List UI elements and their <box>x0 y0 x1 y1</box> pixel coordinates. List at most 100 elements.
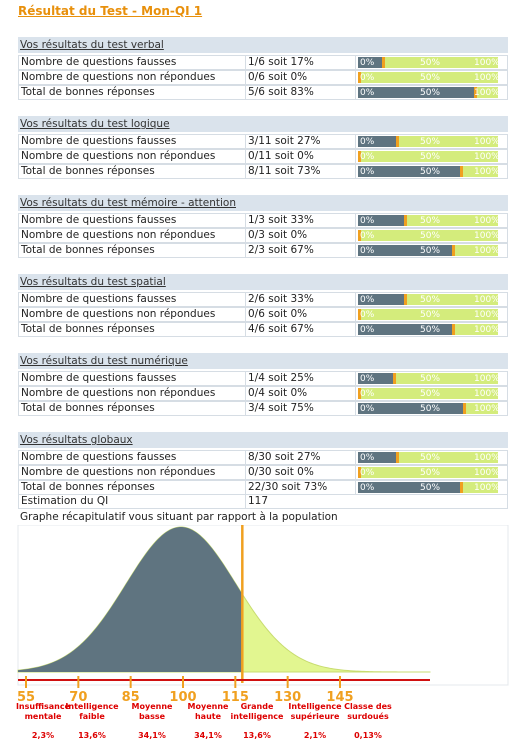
class-share: 13,6% <box>243 731 271 740</box>
row-label: Nombre de questions fausses <box>18 292 246 307</box>
bar-label: 0% <box>360 73 375 83</box>
x-tick-label: 115 <box>222 690 249 705</box>
row-label: Nombre de questions non répondues <box>18 149 246 164</box>
bar-fill <box>358 294 405 305</box>
section-heading: Vos résultats du test spatial <box>18 274 508 290</box>
row-bar-cell <box>355 450 508 465</box>
bar-marker <box>460 166 464 177</box>
bar-marker <box>451 324 455 335</box>
row-result: 0/6 soit 0% <box>245 70 356 85</box>
class-share: 2,3% <box>31 731 55 740</box>
bar-label: 0% <box>360 152 375 162</box>
class-share: 13,6% <box>78 731 106 740</box>
estimation-value: 117 <box>245 494 508 509</box>
bar-marker <box>451 245 455 256</box>
section-heading: Vos résultats du test verbal <box>18 37 508 53</box>
bar-label: 0% <box>360 88 375 98</box>
row-result: 0/6 soit 0% <box>245 307 356 322</box>
bar-label: 100% <box>474 404 500 414</box>
bar-label: 0% <box>360 389 375 399</box>
bar-label: 100% <box>474 73 500 83</box>
bar-track <box>358 373 498 384</box>
row-result: 0/3 soit 0% <box>245 228 356 243</box>
bar-track <box>358 57 498 68</box>
bar-label: 50% <box>420 231 441 241</box>
bar-fill <box>358 166 461 177</box>
row-bar-cell <box>355 85 508 100</box>
row-label: Nombre de questions non répondues <box>18 307 246 322</box>
bar-label: 50% <box>420 167 441 177</box>
row-bar-cell <box>355 134 508 149</box>
bar-marker <box>404 215 408 226</box>
bar-label: 50% <box>420 246 441 256</box>
row-result: 0/30 soit 0% <box>245 465 356 480</box>
row-result: 1/6 soit 17% <box>245 55 356 70</box>
bar-marker <box>393 373 396 384</box>
row-label: Nombre de questions non répondues <box>18 228 246 243</box>
row-result: 22/30 soit 73% <box>245 480 356 495</box>
bar-label: 0% <box>360 310 375 320</box>
row-result: 3/4 soit 75% <box>245 401 356 416</box>
bar-label: 100% <box>474 295 500 305</box>
section-heading: Vos résultats du test logique <box>18 116 508 132</box>
row-result: 3/11 soit 27% <box>245 134 356 149</box>
row-bar-cell <box>355 55 508 70</box>
bar-fill <box>358 452 396 463</box>
bar-label: 100% <box>474 216 500 226</box>
row-label: Total de bonnes réponses <box>18 322 246 337</box>
x-tick-label: 100 <box>169 690 196 705</box>
x-tick-label: 70 <box>69 690 87 705</box>
bar-track <box>358 230 498 241</box>
bar-fill <box>358 373 393 384</box>
row-result: 1/3 soit 33% <box>245 213 356 228</box>
row-label: Total de bonnes réponses <box>18 401 246 416</box>
bar-marker <box>358 151 361 162</box>
bar-marker <box>358 467 361 478</box>
row-label: Total de bonnes réponses <box>18 164 246 179</box>
row-bar-cell <box>355 213 508 228</box>
bar-label: 0% <box>360 374 375 384</box>
row-result: 2/6 soit 33% <box>245 292 356 307</box>
row-bar-cell <box>355 228 508 243</box>
bar-track <box>358 215 498 226</box>
bar-label: 100% <box>474 374 500 384</box>
bar-label: 50% <box>420 73 441 83</box>
x-tick-label: 55 <box>17 690 35 705</box>
bar-track <box>358 72 498 83</box>
bar-label: 100% <box>474 389 500 399</box>
row-result: 4/6 soit 67% <box>245 322 356 337</box>
row-label: Nombre de questions fausses <box>18 134 246 149</box>
bar-fill <box>358 87 475 98</box>
row-result: 8/30 soit 27% <box>245 450 356 465</box>
bar-marker <box>358 388 361 399</box>
bar-label: 50% <box>420 310 441 320</box>
class-share: 34,1% <box>194 731 222 740</box>
curve-left <box>18 527 243 672</box>
row-bar-cell <box>355 465 508 480</box>
bar-label: 100% <box>474 88 500 98</box>
bar-label: 0% <box>360 325 375 335</box>
row-bar-cell <box>355 243 508 258</box>
bar-label: 50% <box>420 483 441 493</box>
bar-marker <box>358 72 361 83</box>
bar-label: 0% <box>360 483 375 493</box>
class-name: Moyenne haute <box>187 702 229 721</box>
bar-label: 50% <box>420 295 441 305</box>
bar-label: 100% <box>474 246 500 256</box>
bar-marker <box>463 403 466 414</box>
bar-label: 50% <box>420 58 441 68</box>
row-label: Nombre de questions non répondues <box>18 386 246 401</box>
bar-label: 50% <box>420 216 441 226</box>
row-label: Nombre de questions fausses <box>18 450 246 465</box>
row-bar-cell <box>355 401 508 416</box>
bar-marker <box>460 482 464 493</box>
x-tick-label: 85 <box>122 690 140 705</box>
section-heading: Vos résultats du test mémoire - attentio… <box>18 195 508 211</box>
bar-label: 0% <box>360 231 375 241</box>
bar-track <box>358 452 498 463</box>
bar-label: 0% <box>360 404 375 414</box>
bar-label: 0% <box>360 58 375 68</box>
bar-label: 0% <box>360 453 375 463</box>
row-label: Total de bonnes réponses <box>18 480 246 495</box>
